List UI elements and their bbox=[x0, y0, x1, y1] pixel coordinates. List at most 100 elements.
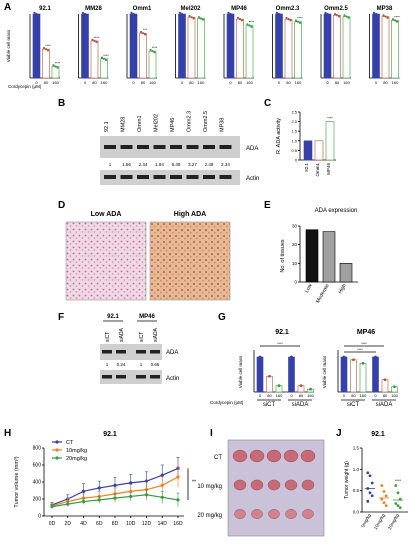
panel-g-bar bbox=[266, 375, 273, 393]
panel-g-tick-label: 0 bbox=[343, 393, 346, 398]
panel-h-xtick-label: 12D bbox=[142, 521, 152, 527]
panel-a-point bbox=[139, 30, 143, 34]
panel-a-tick-label: 0 bbox=[84, 80, 87, 85]
panel-a-bar bbox=[81, 13, 89, 79]
panel-a-tick-label: 0 bbox=[229, 80, 232, 85]
panel-a-point bbox=[294, 19, 298, 22]
panel-b-actin-label: Actin bbox=[246, 176, 259, 182]
panel-a-point bbox=[285, 16, 288, 20]
panel-a-point bbox=[81, 11, 85, 14]
panel-a-point bbox=[335, 14, 339, 17]
panel-b-actin-band bbox=[153, 175, 166, 179]
panel-b-actin-band bbox=[170, 175, 182, 179]
panel-f-actin-band bbox=[136, 375, 146, 379]
panel-e-bar bbox=[322, 231, 336, 283]
panel-a-point bbox=[85, 14, 89, 17]
panel-a-tick-label: 160 bbox=[343, 80, 350, 85]
panel-f-actin-label: Actin bbox=[166, 376, 179, 382]
panel-h-xtick-label: 6D bbox=[96, 521, 103, 527]
panel-a-point bbox=[374, 12, 378, 16]
panel-g-group-label: siADA bbox=[376, 402, 393, 408]
panel-a-point bbox=[95, 40, 98, 44]
panel-e-category-label: Moderate bbox=[315, 283, 331, 304]
panel-a-point bbox=[298, 21, 302, 24]
panel-d-high-ada-image bbox=[149, 221, 231, 301]
panel-f-lane-label: siCT bbox=[105, 332, 111, 342]
panel-f-ada-band bbox=[150, 350, 160, 354]
panel-a-point bbox=[132, 12, 135, 16]
panel-g-bar bbox=[372, 356, 379, 393]
panel-b-actin-band bbox=[104, 175, 116, 179]
panel-a-point bbox=[328, 14, 331, 17]
panel-g-point bbox=[383, 378, 387, 382]
panel-b-lane-label: Omm2.3 bbox=[187, 111, 193, 132]
panel-a-point bbox=[192, 17, 195, 20]
panel-h-point bbox=[160, 483, 164, 487]
panel-f-quant-label: 0.66 bbox=[151, 362, 160, 367]
panel-g-sig: **** bbox=[277, 342, 283, 346]
panel-h-xtick-label: 8D bbox=[112, 521, 119, 527]
panel-j-point bbox=[396, 491, 400, 495]
panel-letter-a: A bbox=[4, 2, 12, 13]
panel-b-actin-band bbox=[219, 175, 232, 179]
panel-a-tick-label: 160 bbox=[149, 80, 156, 85]
panel-e-category-label: High bbox=[337, 283, 347, 295]
panel-a-point bbox=[248, 24, 251, 27]
panel-b-lane-label: MP46 bbox=[170, 118, 176, 132]
panel-a-point bbox=[376, 14, 380, 17]
panel-e-category-label: Low bbox=[304, 283, 314, 294]
panel-b-quant-label: 2.49 bbox=[205, 162, 214, 167]
panel-g-sig: **** bbox=[357, 348, 363, 352]
panel-a-point bbox=[345, 15, 348, 18]
panel-i-tumor bbox=[283, 449, 299, 463]
panel-a-point bbox=[343, 14, 346, 17]
panel-h-point bbox=[129, 494, 133, 499]
panel-g-point bbox=[374, 355, 377, 359]
panel-a-sig: **** bbox=[45, 44, 51, 48]
panel-a-tick-label: 80 bbox=[44, 80, 49, 85]
panel-b-quant-label: 3.27 bbox=[188, 162, 197, 167]
panel-f-actin-band bbox=[116, 375, 126, 379]
panel-a-bar bbox=[139, 32, 147, 79]
panel-e-ylabel: No. of tissues bbox=[280, 239, 286, 273]
panel-g-bar bbox=[288, 356, 295, 393]
panel-a-bar bbox=[90, 40, 99, 79]
panel-a-point bbox=[277, 12, 281, 16]
panel-d-low-ada-image bbox=[65, 221, 147, 301]
panel-g-point bbox=[277, 384, 281, 388]
panel-g-group-label: siCT bbox=[263, 402, 276, 408]
panel-g-tick-label: 0 bbox=[290, 393, 293, 398]
panel-a-point bbox=[372, 11, 376, 14]
panel-e-bar bbox=[339, 263, 353, 283]
panel-j-point bbox=[370, 494, 374, 498]
panel-f-actin-blot bbox=[100, 370, 162, 384]
panel-e-bar bbox=[305, 229, 319, 283]
panel-a-bar bbox=[391, 20, 399, 79]
panel-b-quant-label: 1.56 bbox=[122, 162, 131, 167]
panel-a-point bbox=[384, 15, 387, 18]
panel-b-lane-label: 92.1 bbox=[104, 121, 110, 132]
panel-a-point bbox=[238, 18, 242, 21]
panel-g-point bbox=[393, 385, 396, 389]
panel-a-tick-label: 80 bbox=[189, 80, 194, 85]
panel-j-point bbox=[394, 484, 398, 487]
panel-e-ytick-label: 20 bbox=[292, 242, 298, 247]
panel-a-bar bbox=[129, 13, 138, 79]
panel-a-bar bbox=[294, 21, 302, 79]
panel-letter-g: G bbox=[218, 312, 226, 323]
panel-b-ada-label: ADA bbox=[246, 146, 258, 152]
panel-j-ytick-label: 0.0 bbox=[353, 510, 360, 515]
panel-a-bar bbox=[284, 18, 293, 79]
panel-g-title: 92.1 bbox=[275, 329, 289, 336]
panel-i-tumor bbox=[302, 509, 314, 519]
panel-a-point bbox=[83, 12, 87, 16]
panel-b-ada-band bbox=[170, 145, 182, 149]
panel-a-sig: **** bbox=[249, 21, 255, 25]
panel-f-ada-band bbox=[116, 350, 126, 354]
panel-a-bar bbox=[342, 16, 351, 79]
panel-j-point bbox=[380, 484, 384, 487]
panel-g-bar bbox=[350, 359, 357, 393]
panel-b-actin-band bbox=[186, 175, 199, 179]
panel-f-group2: MP46 bbox=[139, 314, 155, 320]
panel-i-tumor bbox=[251, 509, 263, 519]
